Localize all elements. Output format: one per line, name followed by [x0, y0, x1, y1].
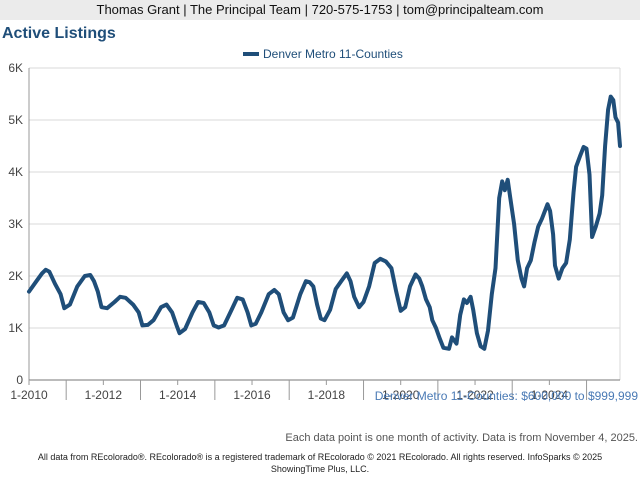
x-tick-label: 1-2024: [531, 388, 569, 400]
x-tick-label: 1-2014: [159, 388, 197, 400]
y-axis: 0 1K 2K 3K 4K 5K 6K: [8, 61, 23, 387]
y-tick-label: 0: [16, 373, 23, 387]
footer: All data from REcolorado®. REcolorado® i…: [20, 451, 620, 475]
chart-svg: Denver Metro 11-Counties 1-2010 1-2012 1-2…: [8, 47, 622, 400]
chart-legend: Denver Metro 11-Counties: [243, 47, 403, 61]
chart-title: Active Listings: [2, 25, 116, 42]
x-tick-label: 1-2022: [456, 388, 494, 400]
x-tick-label: 1-2016: [233, 388, 271, 400]
x-tick-label: 1-2018: [308, 388, 346, 400]
grid-layer: [28, 67, 621, 381]
x-tick-label: 1-2010: [10, 388, 48, 400]
chart-subtitle: Denver Metro 11-Counties: $600,000 to $9…: [374, 389, 638, 403]
y-tick-label: 2K: [8, 269, 23, 283]
legend-label[interactable]: Denver Metro 11-Counties: [263, 47, 403, 61]
y-tick-label: 4K: [8, 165, 23, 179]
x-tick-label: 1-2020: [382, 388, 420, 400]
y-tick-label: 1K: [8, 321, 23, 335]
y-tick-label: 3K: [8, 217, 23, 231]
y-tick-label: 5K: [8, 113, 23, 127]
footer-line-1: All data from REcolorado®. REcolorado® i…: [37, 452, 603, 462]
y-tick-label: 6K: [8, 61, 23, 75]
header-bar: Thomas Grant | The Principal Team | 720-…: [0, 0, 640, 20]
x-tick-label: 1-2012: [85, 388, 123, 400]
series-line-denver-metro[interactable]: [27, 94, 622, 351]
x-axis: 1-2010 1-2012 1-2014 1-2016 1-2018 1-2020 1-20…: [10, 379, 620, 400]
footer-line-2: ShowingTime Plus, LLC.: [270, 464, 370, 474]
series-layer: [27, 94, 622, 351]
data-note: Each data point is one month of activity…: [285, 432, 638, 444]
header-contact-text: Thomas Grant | The Principal Team | 720-…: [96, 2, 544, 17]
